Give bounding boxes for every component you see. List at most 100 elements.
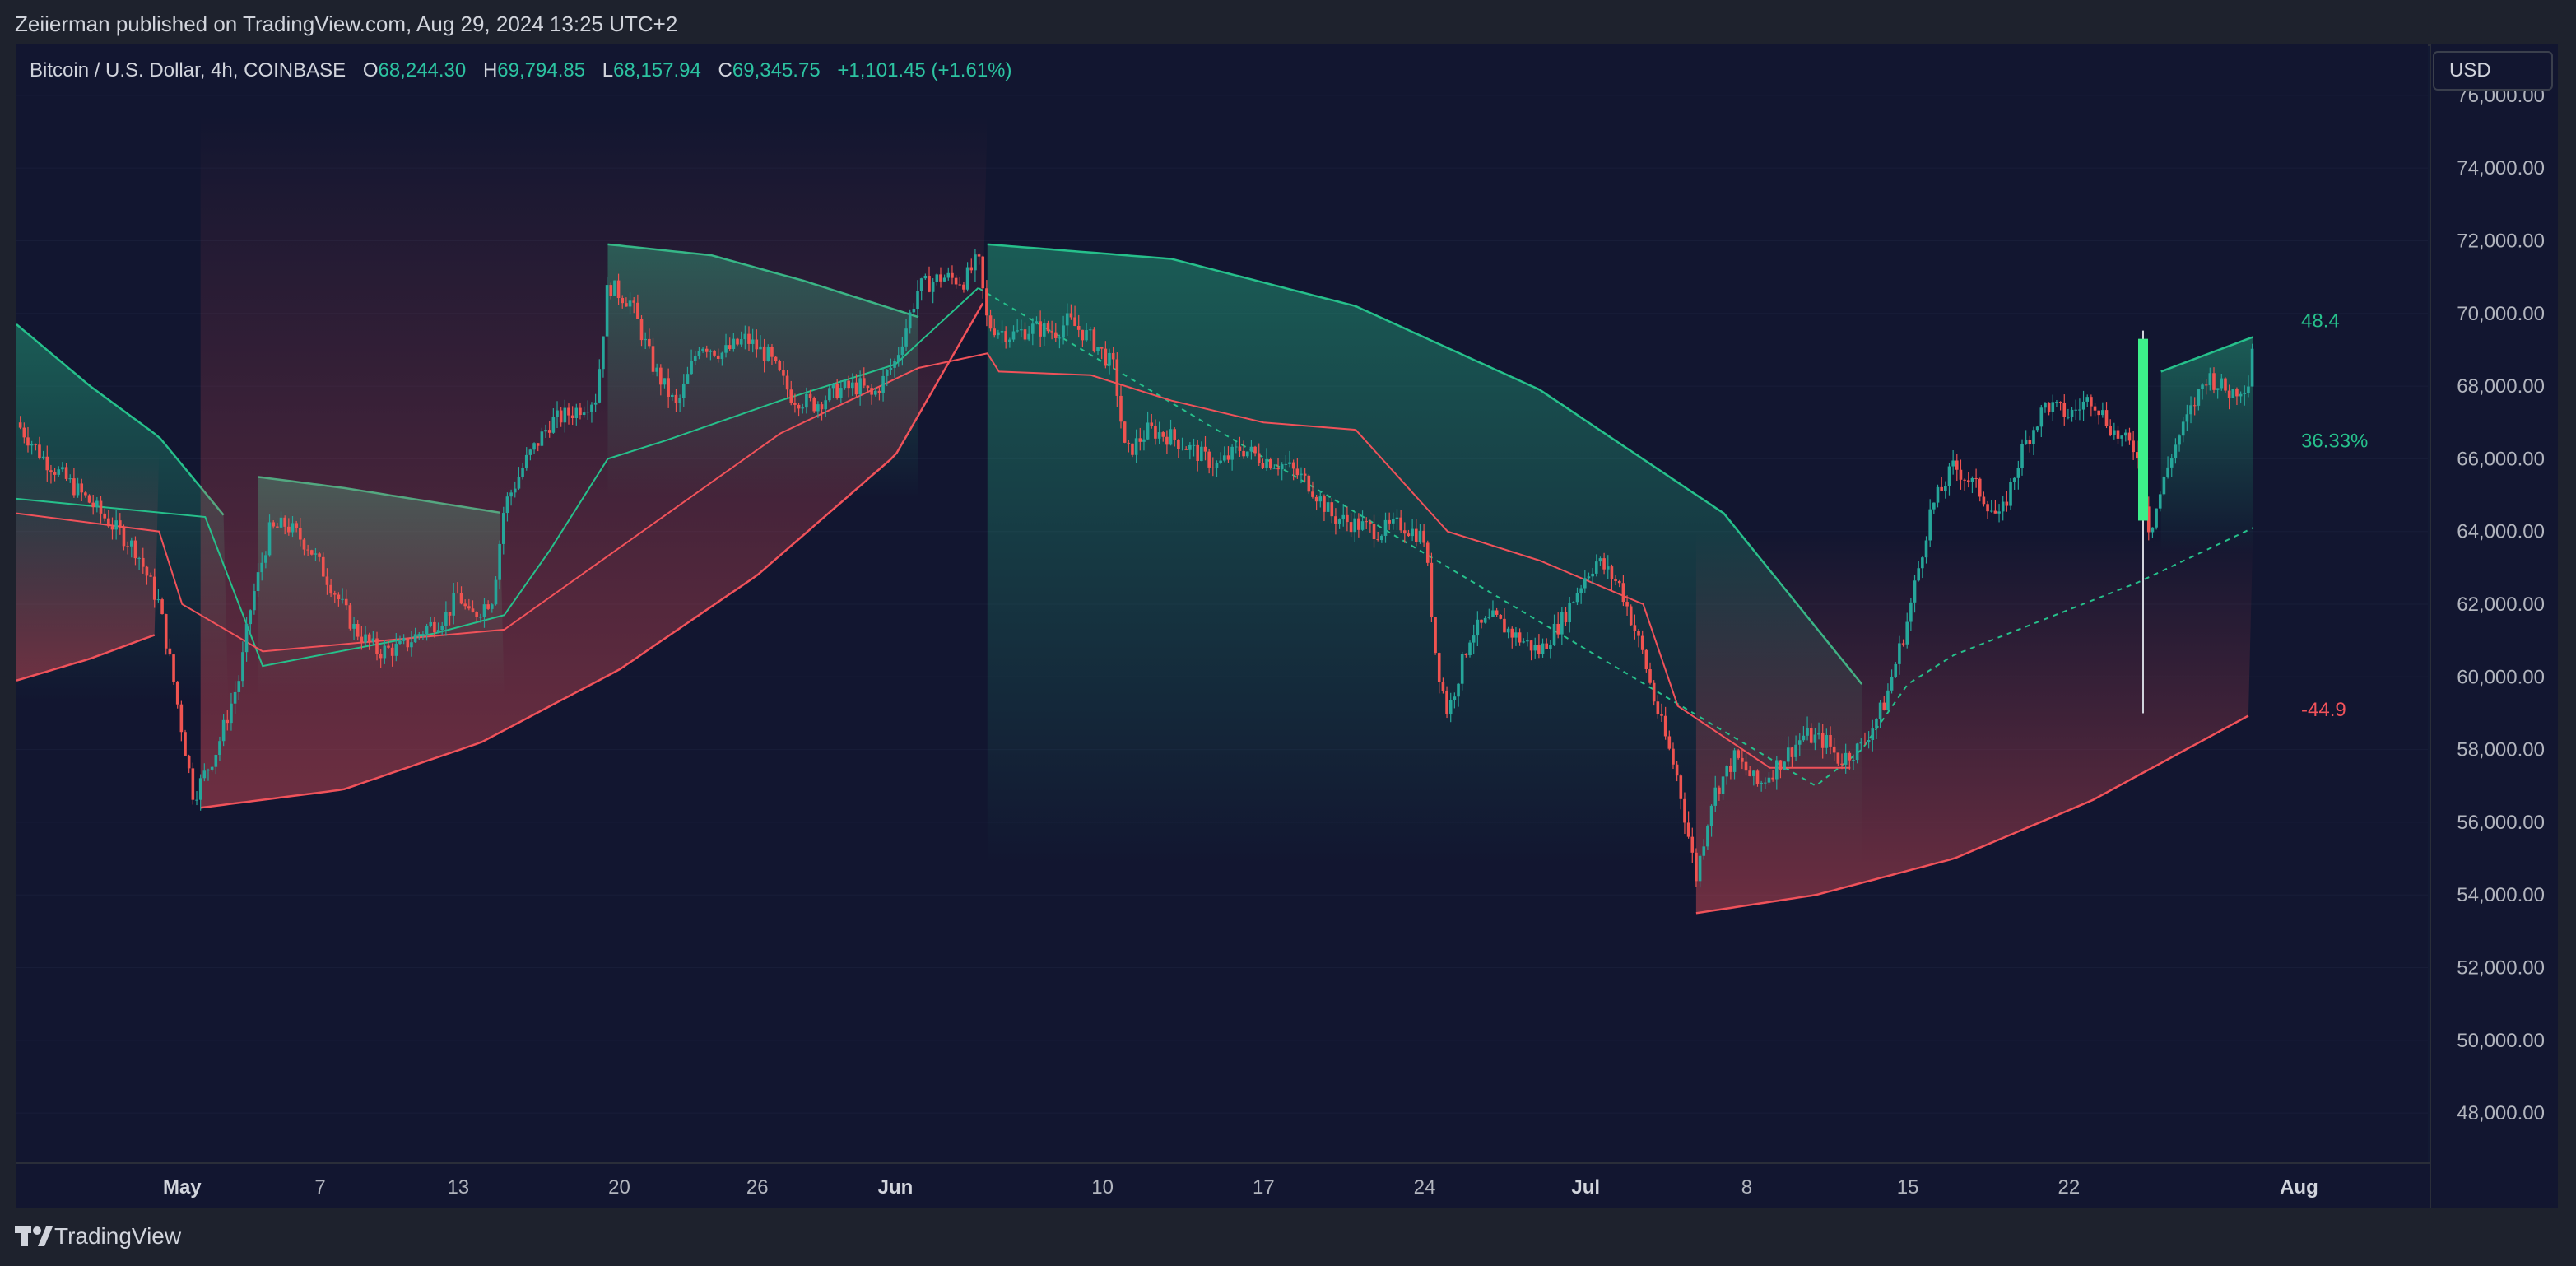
- candle-body-544: [2104, 410, 2109, 426]
- candle-body-47: [198, 778, 202, 800]
- candle-body-315: [1226, 455, 1230, 460]
- candle-body-468: [1813, 734, 1817, 743]
- candle-body-274: [1069, 313, 1073, 318]
- candle-body-365: [1418, 530, 1422, 542]
- candle-body-140: [556, 410, 559, 417]
- candle-body-207: [812, 398, 816, 412]
- candle-body-143: [567, 407, 570, 416]
- candle-body-351: [1365, 521, 1369, 523]
- candle-body-456: [1767, 777, 1771, 783]
- candle-body-430: [1667, 736, 1672, 749]
- candle-body-24: [110, 526, 114, 530]
- candle-body-208: [816, 404, 820, 412]
- candle-body-533: [2062, 403, 2067, 417]
- candle-body-546: [2113, 430, 2116, 435]
- candle-body-134: [532, 443, 536, 450]
- candle-body-374: [1453, 696, 1457, 700]
- candle-body-565: [2185, 414, 2189, 422]
- candle-body-44: [187, 756, 191, 769]
- candle-body-200: [785, 375, 789, 390]
- candle-body-128: [509, 492, 513, 497]
- candle-body-475: [1840, 763, 1844, 765]
- candle-body-520: [2012, 477, 2016, 482]
- candle-body-300: [1169, 429, 1173, 445]
- candle-body-293: [1142, 439, 1146, 442]
- candle-body-558: [2158, 494, 2162, 509]
- bull-trail-dashed: [978, 286, 2253, 788]
- candle-body-310: [1207, 451, 1211, 468]
- candle-body-109: [436, 630, 440, 633]
- candle-body-230: [900, 346, 904, 356]
- candle-body-319: [1242, 450, 1245, 457]
- candle-body-241: [942, 277, 946, 282]
- candle-body-500: [1936, 486, 1940, 503]
- candle-body-522: [2020, 444, 2024, 468]
- candle-body-164: [648, 338, 651, 347]
- candle-body-131: [521, 468, 524, 477]
- candle-body-393: [1526, 640, 1529, 642]
- candle-body-155: [613, 280, 616, 296]
- candle-body-451: [1748, 770, 1751, 776]
- candle-body-264: [1031, 323, 1035, 334]
- candle-body-388: [1506, 628, 1510, 633]
- candle-body-436: [1690, 836, 1695, 853]
- candle-body-581: [2247, 386, 2250, 393]
- candle-body-22: [103, 513, 106, 519]
- candle-body-112: [448, 612, 452, 616]
- candle-body-170: [671, 394, 674, 398]
- candle-body-309: [1203, 446, 1207, 452]
- candle-body-38: [164, 614, 168, 649]
- candle-body-369: [1434, 617, 1437, 654]
- candle-body-461: [1786, 747, 1790, 762]
- candle-body-142: [563, 407, 567, 423]
- candle-body-75: [306, 549, 309, 551]
- candle-body-171: [674, 394, 678, 403]
- candle-body-382: [1483, 617, 1487, 623]
- currency-button[interactable]: USD: [2433, 51, 2553, 91]
- price-axis[interactable]: 48,000.00 50,000.00 52,000.00 54,000.00 56,0…: [2430, 44, 2558, 1208]
- candle-body-523: [2024, 440, 2028, 444]
- candle-body-272: [1062, 325, 1065, 338]
- candle-body-259: [1011, 331, 1016, 340]
- candle-body-232: [908, 312, 912, 329]
- candle-body-295: [1150, 422, 1154, 426]
- candle-body-217: [851, 382, 854, 389]
- candle-body-551: [2132, 440, 2135, 453]
- candle-body-534: [2067, 417, 2070, 418]
- candlestick-chart[interactable]: 48.4 36.33% -44.9: [16, 44, 2428, 1164]
- plot-area[interactable]: 48.4 36.33% -44.9: [16, 44, 2428, 1164]
- candle-body-560: [2166, 467, 2169, 477]
- candle-body-527: [2039, 407, 2044, 427]
- symbol-name[interactable]: Bitcoin / U.S. Dollar, 4h, COINBASE: [30, 59, 346, 81]
- candle-body-418: [1621, 583, 1625, 603]
- candle-body-486: [1882, 702, 1886, 710]
- upper-band-line-0: [16, 323, 225, 516]
- candle-body-190: [747, 333, 751, 344]
- candle-body-194: [762, 346, 766, 361]
- tradingview-logo-icon[interactable]: [15, 1222, 53, 1251]
- symbol-legend: Bitcoin / U.S. Dollar, 4h, COINBASE O68,…: [30, 59, 1012, 82]
- candle-body-146: [579, 407, 582, 416]
- candle-body-266: [1039, 321, 1042, 337]
- candle-body-163: [644, 338, 647, 341]
- candle-body-471: [1825, 735, 1829, 748]
- candle-body-159: [628, 300, 632, 307]
- candle-body-399: [1549, 645, 1552, 649]
- candle-body-536: [2074, 409, 2078, 411]
- candle-body-361: [1403, 530, 1407, 534]
- candle-body-384: [1491, 610, 1495, 617]
- lower-band-line-0: [16, 634, 156, 682]
- candle-body-204: [801, 407, 805, 409]
- candle-body-294: [1146, 422, 1150, 440]
- low-label: L: [602, 59, 614, 81]
- candle-body-566: [2189, 405, 2192, 415]
- candle-body-342: [1330, 502, 1334, 517]
- candle-body-557: [2155, 508, 2158, 528]
- candle-body-390: [1514, 632, 1518, 638]
- time-axis[interactable]: May 7 13 20 26 Jun 10 17 24 Jul 8 15 22 Aug: [16, 1162, 2430, 1208]
- candle-body-313: [1219, 460, 1222, 463]
- candle-body-511: [1978, 478, 1982, 497]
- candle-body-180: [709, 350, 713, 352]
- candle-body-477: [1848, 752, 1852, 761]
- tradingview-brand[interactable]: TradingView: [54, 1223, 182, 1249]
